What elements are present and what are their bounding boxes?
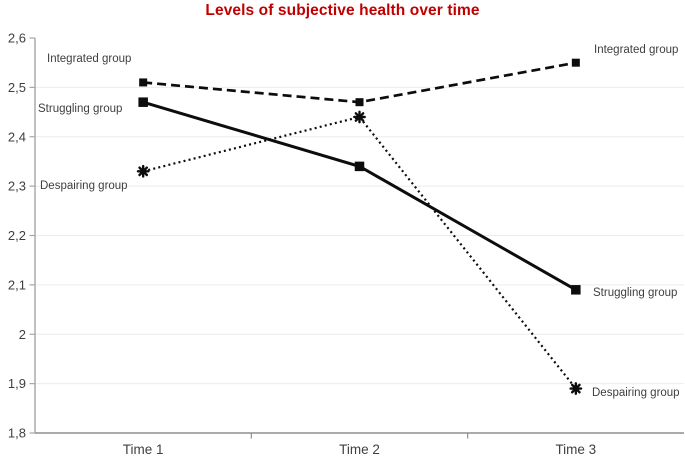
series-label-left-despairing-group: Despairing group — [40, 180, 128, 192]
y-tick-label: 1,9 — [8, 376, 26, 391]
series-line-struggling-group — [142, 100, 577, 292]
asterisk-marker-icon — [569, 382, 583, 395]
y-tick-label: 1,8 — [8, 426, 26, 441]
square-marker-icon — [571, 285, 581, 295]
y-tick-label: 2 — [19, 327, 26, 342]
series-label-right-despairing-group: Despairing group — [592, 387, 680, 399]
asterisk-marker-icon — [136, 164, 150, 178]
y-tick-label: 2,3 — [8, 179, 26, 194]
series-label-left-integrated-group: Integrated group — [47, 53, 131, 65]
series-label-right-integrated-group: Integrated group — [594, 44, 678, 56]
series-line-integrated-group — [143, 61, 577, 104]
square-marker-icon — [354, 161, 365, 172]
square-marker-icon — [571, 58, 580, 67]
square-marker-icon — [138, 97, 148, 107]
square-marker-icon — [355, 98, 364, 107]
x-tick-label: Time 2 — [339, 442, 380, 457]
series-label-right-struggling-group: Struggling group — [593, 287, 677, 299]
x-tick-label: Time 3 — [555, 442, 596, 457]
square-marker-icon — [139, 78, 148, 87]
asterisk-marker-icon — [353, 110, 366, 124]
y-tick-label: 2,6 — [8, 31, 26, 46]
y-tick-label: 2,4 — [8, 129, 26, 144]
series-line-despairing-group — [142, 115, 577, 390]
x-tick-label: Time 1 — [123, 442, 164, 457]
series-label-left-struggling-group: Struggling group — [38, 103, 122, 115]
y-tick-label: 2,5 — [8, 80, 26, 95]
chart-title: Levels of subjective health over time — [205, 2, 480, 19]
y-tick-label: 2,1 — [8, 277, 26, 292]
y-tick-label: 2,2 — [8, 228, 26, 243]
